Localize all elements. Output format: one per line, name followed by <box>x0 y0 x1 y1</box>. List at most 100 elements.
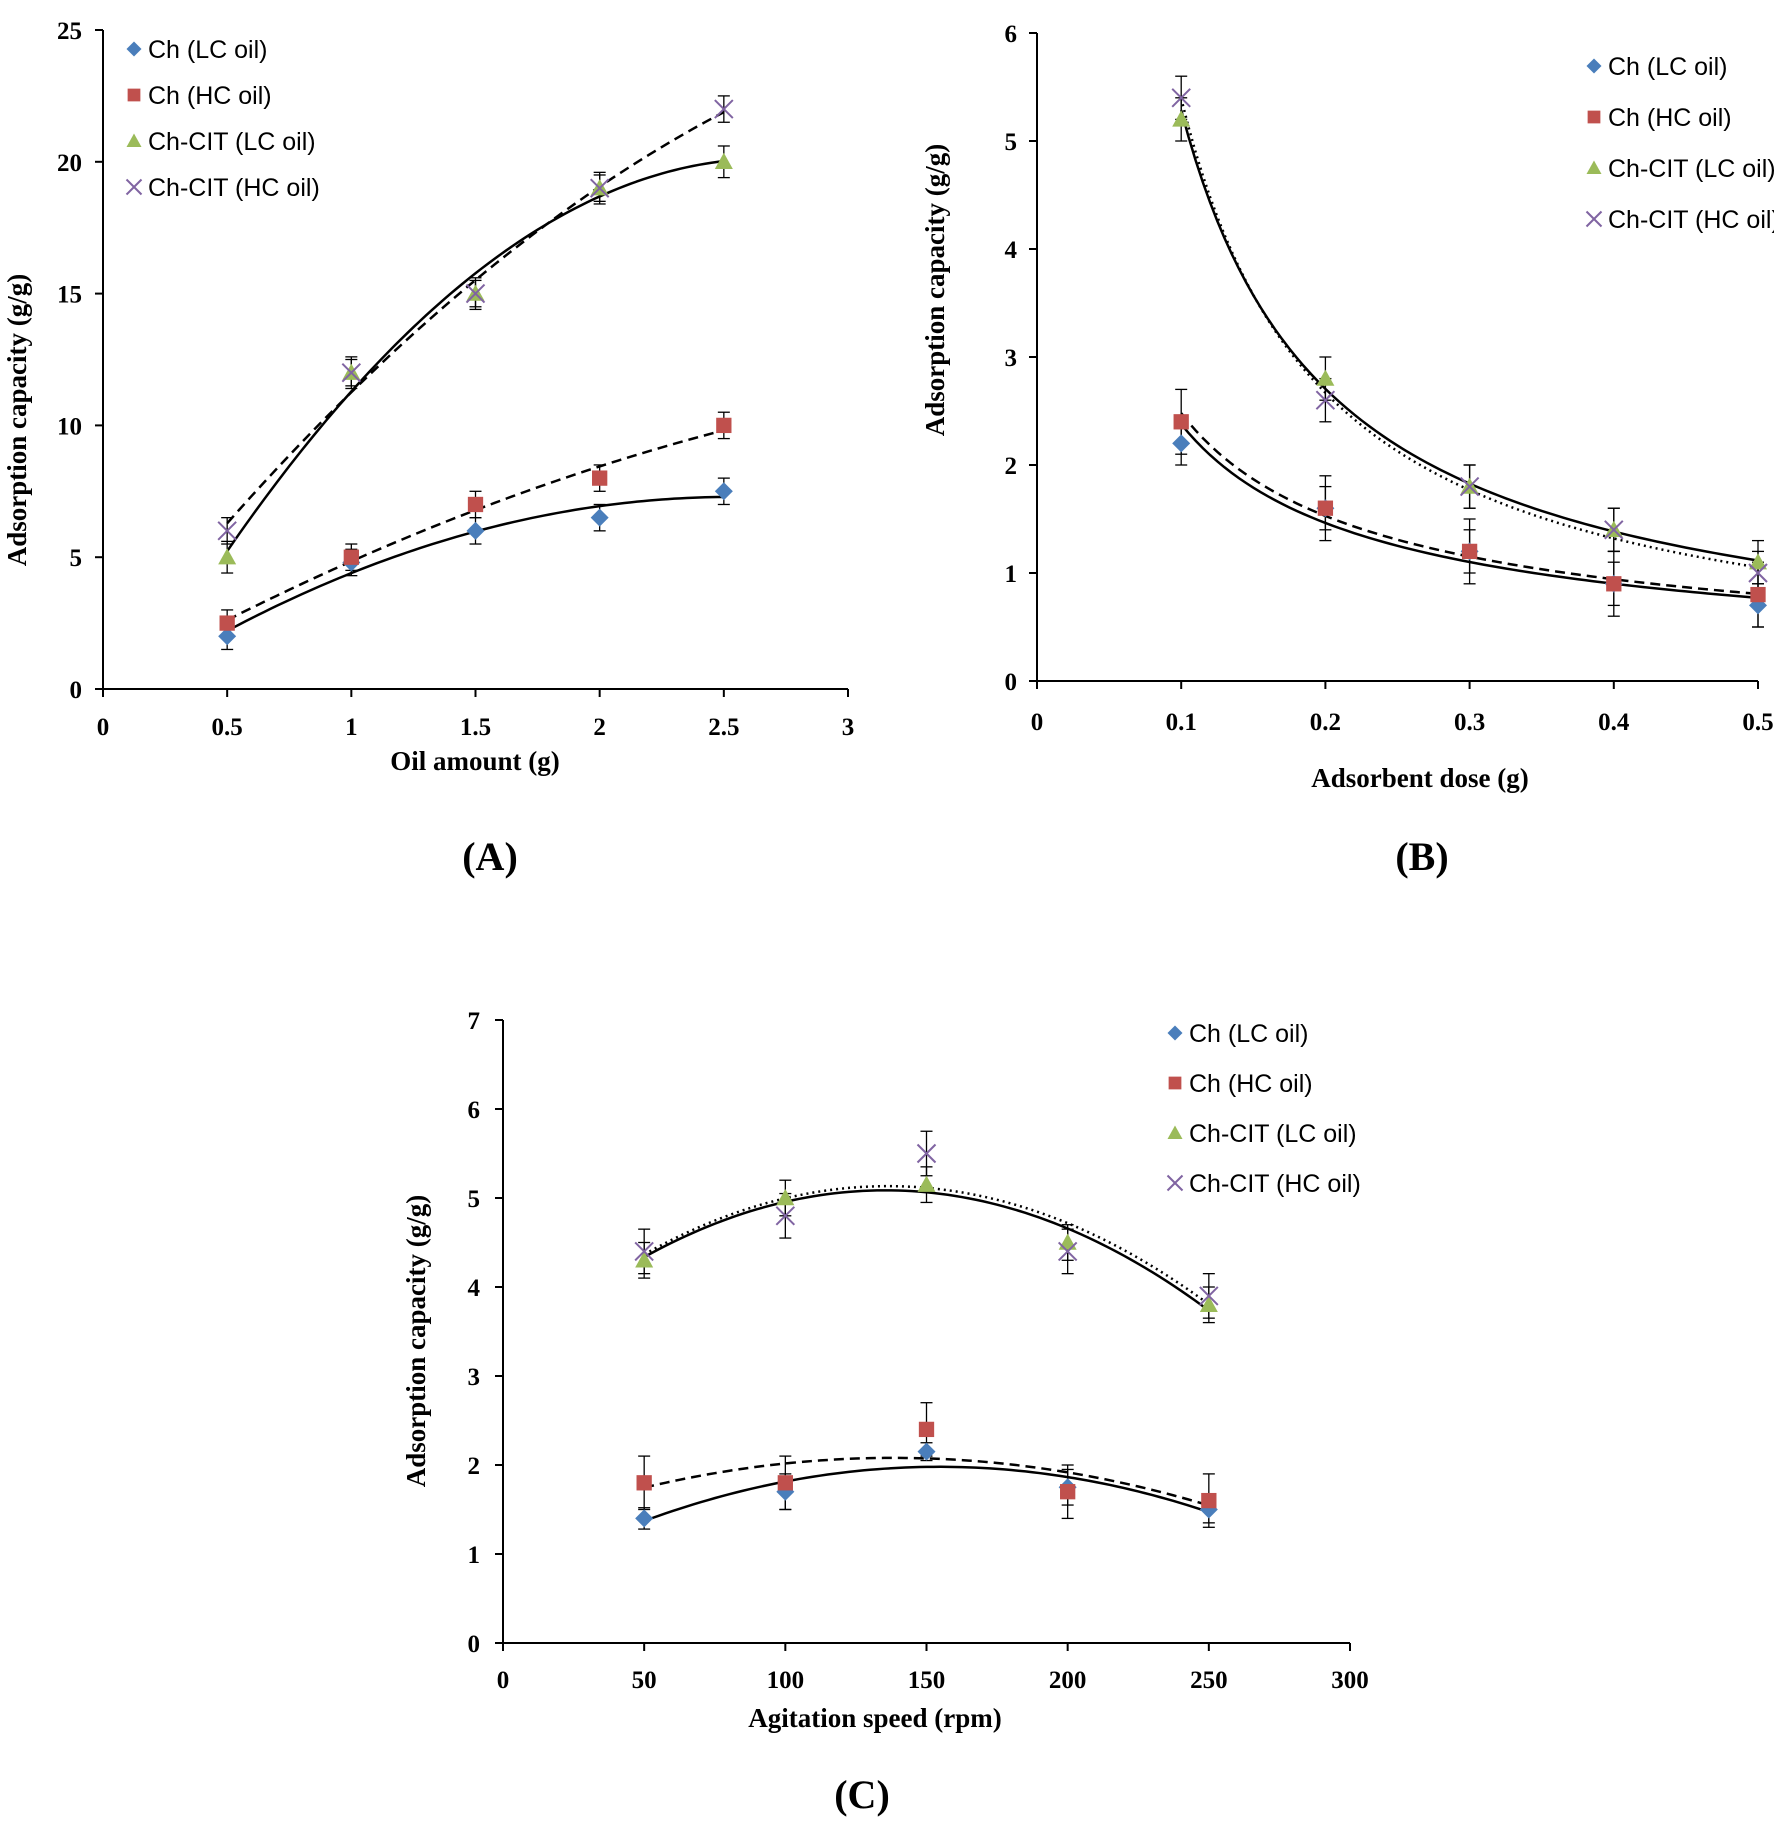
y-axis-label: Adsorption capacity (g/g) <box>2 274 32 567</box>
x-tick-label: 0.5 <box>1742 709 1773 736</box>
legend-marker-3 <box>1585 210 1603 228</box>
legend-marker-3-stroke-b <box>1166 1174 1184 1192</box>
x-tick-label: 50 <box>632 1667 657 1694</box>
trendline-3 <box>226 110 725 525</box>
y-tick-label: 4 <box>1005 237 1018 264</box>
data-point-0-4 <box>714 482 733 501</box>
data-point-3-0 <box>217 521 237 541</box>
y-tick-label: 6 <box>468 1097 481 1124</box>
legend-label: Ch-CIT (LC oil) <box>148 128 316 156</box>
chart-panel-c: 0 1 2 3 4 5 6 7 0 50 100 150 200 250 300 Agitation spee… <box>401 1008 1369 1817</box>
y-tick-label: 2 <box>468 1453 481 1480</box>
x-tick-label: 0 <box>97 714 110 741</box>
legend-marker-1 <box>1168 1076 1182 1090</box>
data-point-2-0 <box>635 1251 654 1268</box>
x-tick-label: 2 <box>593 714 606 741</box>
data-point-1-1 <box>777 1475 793 1491</box>
x-tick-label: 0.5 <box>212 714 243 741</box>
x-axis-label: Agitation speed (rpm) <box>748 1703 1001 1733</box>
x-tick-label: 0.4 <box>1598 709 1630 736</box>
legend: Ch (LC oil) Ch (HC oil) Ch-CIT (LC oil) Ch-… <box>1166 1020 1361 1198</box>
data-point-1-0 <box>219 615 235 631</box>
y-tick-label: 1 <box>468 1542 481 1569</box>
legend-marker-3-stroke-b <box>125 178 143 196</box>
trendline-3 <box>1179 98 1759 569</box>
data-point-3-0 <box>1171 88 1191 108</box>
x-tick-label: 150 <box>908 1667 946 1694</box>
data-point-1-4 <box>1750 586 1766 603</box>
legend-marker-2 <box>1167 1125 1183 1139</box>
data-point-2-1 <box>776 1189 795 1206</box>
data-point-3-1-stroke-b <box>1315 390 1336 410</box>
y-tick-label: 1 <box>1005 561 1018 588</box>
data-point-1-4 <box>716 417 732 434</box>
legend-marker-2 <box>126 133 142 147</box>
data-point-1-0 <box>1173 414 1189 430</box>
y-tick-label: 2 <box>1005 453 1018 480</box>
legend-marker-3 <box>125 178 143 196</box>
legend-label: Ch-CIT (LC oil) <box>1608 155 1774 183</box>
x-tick-label: 250 <box>1190 1667 1228 1694</box>
legend-label: Ch-CIT (HC oil) <box>148 174 320 202</box>
x-tick-label: 200 <box>1049 1667 1087 1694</box>
data-point-3-4-stroke-b <box>1199 1286 1219 1306</box>
data-point-3-1-stroke-b <box>775 1206 796 1226</box>
legend-marker-0 <box>1586 58 1602 74</box>
y-tick-label: 0 <box>70 677 83 704</box>
panel-label: (B) <box>1395 834 1448 879</box>
y-tick-label: 6 <box>1005 21 1018 48</box>
y-tick-label: 5 <box>70 545 83 572</box>
legend-label: Ch (LC oil) <box>1189 1020 1308 1048</box>
legend: Ch (LC oil) Ch (HC oil) Ch-CIT (LC oil) Ch-… <box>1585 53 1774 234</box>
data-point-3-1 <box>775 1206 796 1226</box>
legend-label: Ch-CIT (LC oil) <box>1189 1120 1357 1148</box>
panel-label: (C) <box>834 1772 890 1817</box>
legend-marker-0 <box>126 41 142 57</box>
y-tick-label: 5 <box>1005 129 1018 156</box>
x-tick-label: 0 <box>497 1667 510 1694</box>
y-tick-label: 25 <box>57 18 82 45</box>
data-point-2-4 <box>714 152 733 169</box>
trendline-2 <box>643 1189 1210 1312</box>
data-point-3-3 <box>589 178 610 198</box>
trendline-1 <box>643 1456 1210 1507</box>
data-point-3-2 <box>916 1143 937 1164</box>
chart-panel-b: 0 1 2 3 4 5 6 0 0.1 0.2 0.3 0.4 0.5 Adsorbent dose (g… <box>920 21 1774 879</box>
y-tick-label: 4 <box>468 1275 481 1302</box>
data-point-2-1 <box>1316 369 1335 386</box>
data-point-3-3-stroke-b <box>589 178 610 198</box>
legend-label: Ch (HC oil) <box>1189 1070 1313 1098</box>
x-axis-label: Oil amount (g) <box>390 746 560 776</box>
chart-panel-a: 0 5 10 15 20 25 0 0.5 1 1.5 2 2.5 3 Oil amount (g) Ads… <box>2 18 854 879</box>
data-point-3-4 <box>1748 563 1768 583</box>
legend-label: Ch (HC oil) <box>1608 104 1732 132</box>
x-tick-label: 0 <box>1031 709 1044 736</box>
data-point-0-0 <box>635 1509 654 1528</box>
y-tick-label: 5 <box>468 1186 481 1213</box>
data-point-3-2 <box>465 283 486 304</box>
x-tick-label: 1.5 <box>460 714 491 741</box>
y-axis-label: Adsorption capacity (g/g) <box>401 1195 431 1488</box>
trendline-2 <box>226 159 724 552</box>
x-tick-label: 0.2 <box>1310 709 1341 736</box>
data-point-1-1 <box>343 549 359 565</box>
data-point-3-4 <box>714 99 734 119</box>
legend-label: Ch-CIT (HC oil) <box>1608 206 1774 234</box>
data-point-0-2 <box>466 521 485 540</box>
data-point-3-1-stroke-b <box>341 362 362 383</box>
legend-marker-3-stroke-b <box>1585 210 1603 228</box>
legend-label: Ch (HC oil) <box>148 82 272 110</box>
data-point-3-2 <box>1459 476 1480 497</box>
data-point-3-4-stroke-b <box>1748 563 1768 583</box>
data-point-1-0 <box>636 1475 652 1491</box>
data-point-2-3 <box>1058 1233 1077 1250</box>
y-tick-label: 7 <box>468 1008 481 1035</box>
data-point-1-3 <box>1606 576 1622 592</box>
legend-marker-2 <box>1586 160 1602 174</box>
y-tick-label: 0 <box>1005 669 1018 696</box>
data-point-1-2 <box>1461 543 1478 560</box>
data-point-0-0 <box>1172 434 1191 453</box>
data-point-3-2-stroke-b <box>916 1143 937 1164</box>
y-tick-label: 15 <box>57 282 82 309</box>
data-point-3-3-stroke-b <box>1057 1241 1078 1262</box>
